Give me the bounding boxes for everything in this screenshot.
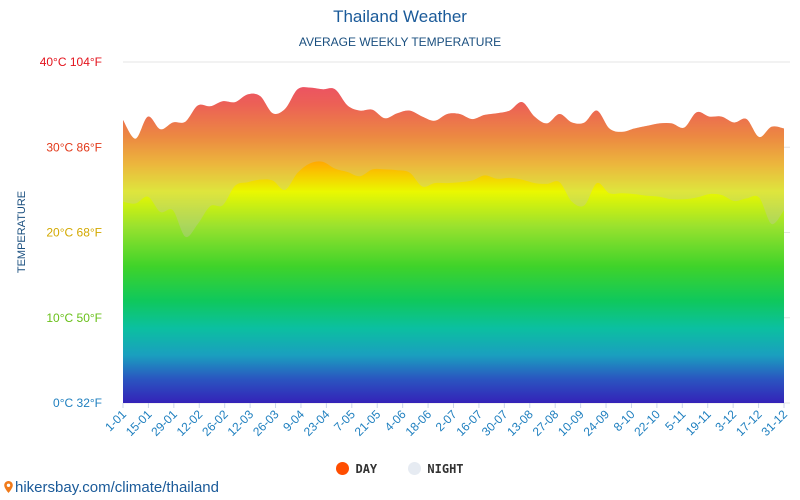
x-tick-label: 27-08 — [530, 407, 562, 439]
x-tick-label: 21-05 — [352, 407, 384, 439]
y-tick-label: 0°C 32°F — [53, 396, 102, 410]
x-tick-label: 24-09 — [581, 407, 613, 439]
x-tick-label: 22-10 — [631, 407, 663, 439]
watermark-text: hikersbay.com/climate/thailand — [15, 479, 219, 496]
x-tick-label: 19-11 — [683, 407, 714, 438]
x-tick-label: 15-01 — [123, 407, 155, 439]
legend-night-label: NIGHT — [427, 462, 464, 476]
x-axis-ticks: 1-0115-0129-0112-0226-0212-0326-039-0423… — [102, 403, 790, 439]
x-tick-label: 29-01 — [148, 407, 180, 439]
x-tick-label: 17-12 — [733, 407, 765, 439]
x-tick-label: 23-04 — [301, 407, 333, 439]
night-temperature-overlay — [123, 87, 784, 238]
chart-subtitle: AVERAGE WEEKLY TEMPERATURE — [298, 35, 502, 49]
legend-night-swatch — [408, 462, 422, 475]
x-tick-label: 12-02 — [174, 407, 206, 439]
x-tick-label: 31-12 — [759, 407, 791, 439]
y-tick-label: 10°C 50°F — [46, 311, 102, 325]
y-tick-label: 40°C 104°F — [40, 55, 102, 69]
legend-item-night[interactable]: NIGHT — [408, 462, 464, 476]
legend-day-swatch — [336, 462, 350, 475]
source-watermark[interactable]: hikersbay.com/climate/thailand — [4, 479, 219, 496]
chart-title: Thailand Weather — [333, 7, 467, 26]
location-pin-icon — [4, 481, 13, 493]
x-tick-label: 12-03 — [225, 407, 257, 439]
x-tick-label: 16-07 — [453, 407, 485, 439]
day-temperature-area — [123, 87, 784, 404]
legend-day-label: DAY — [355, 462, 378, 476]
x-tick-label: 13-08 — [504, 407, 536, 439]
x-tick-label: 26-03 — [250, 407, 282, 439]
y-axis-ticks: 40°C 104°F 30°C 86°F 20°C 68°F 10°C 50°F 0°C… — [40, 55, 102, 410]
x-tick-label: 18-06 — [403, 407, 435, 439]
x-tick-label: 26-02 — [199, 407, 231, 439]
y-axis-label: TEMPERATURE — [16, 191, 28, 273]
x-tick-label: 10-09 — [555, 407, 587, 439]
y-tick-label: 30°C 86°F — [46, 140, 102, 154]
legend-item-day[interactable]: DAY — [336, 462, 377, 476]
x-tick-label: 30-07 — [479, 407, 511, 439]
y-tick-label: 20°C 68°F — [46, 226, 102, 240]
chart-legend: DAY NIGHT — [0, 462, 800, 476]
